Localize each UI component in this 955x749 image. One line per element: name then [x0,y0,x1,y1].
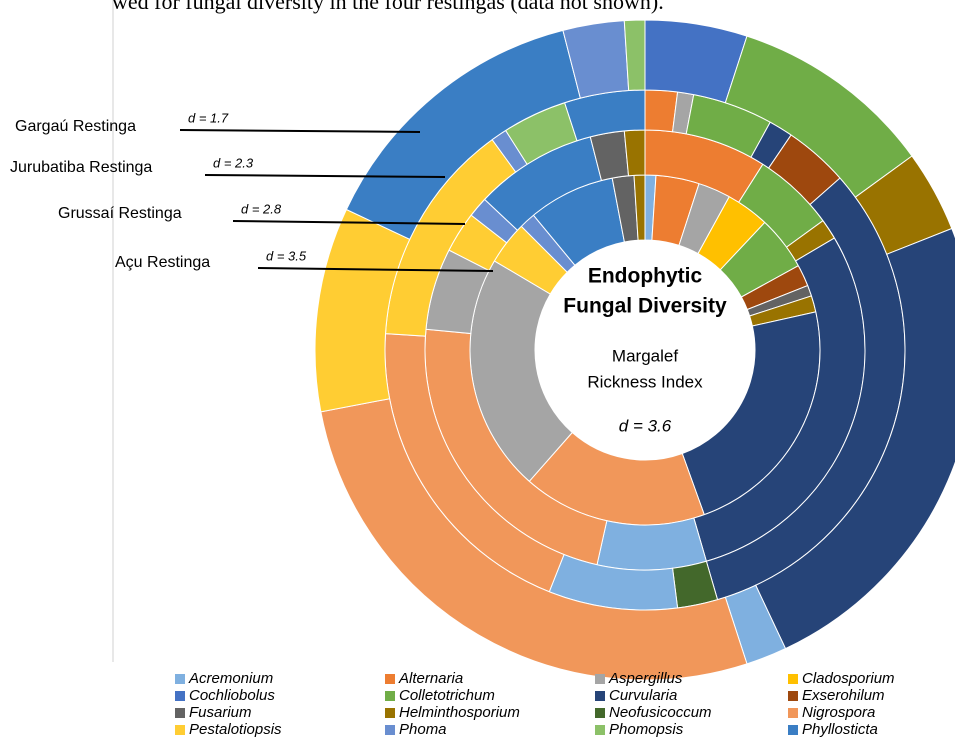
legend-swatch [175,708,185,718]
ring-d-label: d = 2.3 [213,155,254,170]
legend-swatch [595,674,605,684]
legend-swatch [788,691,798,701]
legend-swatch [385,725,395,735]
ring-segment [320,398,748,681]
legend-swatch [175,674,185,684]
legend-label: Alternaria [398,670,463,687]
legend-label: Colletotrichum [399,687,495,704]
ring-d-label: d = 1.7 [188,110,229,125]
legend: Acremonium Alternaria Aspergillus Cladospor… [175,670,895,738]
leader-line [257,267,494,272]
center-subtitle: Margalef [612,346,678,365]
legend-label: Helminthosporium [399,704,520,721]
center-value: d = 3.6 [619,416,672,435]
leader-line [179,129,421,133]
legend-swatch [175,725,185,735]
center-subtitle: Rickness Index [587,372,703,391]
legend-swatch [385,691,395,701]
ring-segment [623,19,646,92]
ring-segment [644,89,679,133]
ring-d-label: d = 2.8 [241,201,282,216]
center-title: Endophytic [588,265,703,288]
legend-label: Phyllosticta [802,721,878,738]
legend-label: Cladosporium [802,670,895,687]
legend-swatch [385,674,395,684]
center-title: Fungal Diversity [563,295,727,318]
legend-label: Pestalotiopsis [189,721,282,738]
legend-swatch [595,725,605,735]
ring-label: Jurubatiba Restinga [10,159,152,176]
leader-line [204,174,446,178]
caption-fragment: wed for fungal diversity in the four res… [112,0,664,14]
ring-label: Gargaú Restinga [15,118,136,135]
legend-label: Fusarium [189,704,252,721]
ring-segment [596,517,707,571]
legend-label: Curvularia [609,687,677,704]
ring-label: Grussaí Restinga [58,205,182,222]
legend-label: Nigrospora [802,704,875,721]
legend-label: Acremonium [188,670,273,687]
ring-labels: Açu Restinga d = 3.5 Grussaí Restinga d = 2… [10,110,494,272]
legend-label: Phomopsis [609,721,684,738]
legend-swatch [788,708,798,718]
legend-label: Exserohilum [802,687,885,704]
legend-swatch [175,691,185,701]
legend-swatch [385,708,395,718]
rings [314,19,955,681]
legend-swatch [788,674,798,684]
legend-label: Cochliobolus [189,687,275,704]
legend-swatch [595,691,605,701]
ring-d-label: d = 3.5 [266,248,307,263]
legend-swatch [788,725,798,735]
legend-label: Neofusicoccum [609,704,712,721]
ring-segment [623,129,646,177]
legend-label: Aspergillus [608,670,683,687]
leader-line [232,220,466,225]
legend-label: Phoma [399,721,447,738]
ring-label: Açu Restinga [115,254,210,271]
legend-swatch [595,708,605,718]
